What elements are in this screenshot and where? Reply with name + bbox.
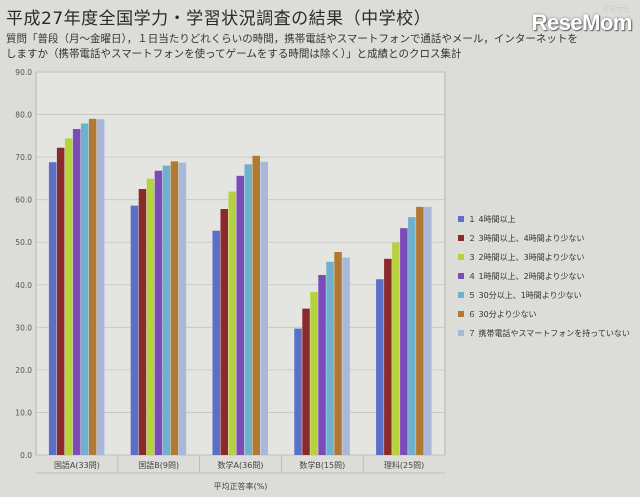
bar: [392, 242, 400, 455]
resemom-logo: ReseMom: [531, 10, 633, 35]
bar: [228, 191, 236, 455]
legend-label: ７ 携帯電話やスマートフォンを持っていない: [468, 328, 630, 338]
bar: [146, 178, 155, 455]
bar: [138, 189, 147, 455]
bar: [244, 164, 252, 455]
question-line-2: しますか（携帯電話やスマートフォンを使ってゲームをする時間は除く）」と成績とのク…: [6, 48, 462, 60]
bar: [310, 292, 318, 455]
bar: [376, 279, 384, 455]
legend-swatch: [458, 311, 464, 317]
page-title: 平成27年度全国学力・学習状況調査の結果（中学校）: [6, 9, 432, 29]
y-tick-label: 50.0: [15, 238, 32, 247]
y-tick-label: 90.0: [15, 68, 32, 77]
legend-label: ２ 3時間以上、4時間より少ない: [468, 234, 585, 243]
bar: [326, 261, 334, 455]
x-tick-label: 数学B(15問): [299, 460, 345, 470]
x-tick-label: 国語A(33問): [54, 460, 100, 470]
bar: [260, 161, 268, 455]
legend-swatch: [458, 235, 464, 241]
x-tick-label: 数学A(36問): [218, 460, 264, 470]
question-line-1: 質問「普段（月～金曜日），１日当たりどれくらいの時間，携帯電話やスマートフォンで…: [6, 33, 578, 45]
x-tick-label: 理科(25問): [384, 460, 424, 470]
y-tick-label: 70.0: [15, 153, 32, 162]
bar: [162, 165, 171, 455]
bar: [96, 119, 105, 455]
legend-label: １ 4時間以上: [468, 215, 516, 224]
bar: [64, 138, 73, 456]
legend-label: ６ 30分より少ない: [468, 310, 537, 319]
bar: [212, 230, 220, 455]
bar: [154, 170, 163, 455]
x-axis-label: 平均正答率(%): [214, 481, 268, 491]
legend-swatch: [458, 273, 464, 279]
y-tick-label: 40.0: [15, 281, 32, 290]
bar: [130, 205, 139, 455]
bar: [384, 258, 392, 455]
bar: [178, 162, 187, 456]
bar: [334, 252, 342, 455]
bar: [80, 123, 89, 456]
bar: [88, 118, 97, 456]
bar: [408, 217, 416, 455]
legend-label: ３ 2時間以上、3時間より少ない: [468, 253, 585, 262]
bar: [400, 228, 408, 455]
bar: [342, 257, 350, 455]
bar: [416, 206, 424, 455]
y-tick-label: 30.0: [15, 323, 32, 332]
legend-swatch: [458, 292, 464, 298]
bar: [56, 147, 65, 455]
y-tick-label: 20.0: [15, 366, 32, 375]
legend-label: ４ 1時間以上、2時間より少ない: [468, 272, 585, 281]
y-tick-label: 60.0: [15, 196, 32, 205]
bar: [170, 161, 179, 455]
y-tick-label: 10.0: [15, 408, 32, 417]
bar: [252, 155, 260, 455]
bar: [48, 162, 57, 455]
legend-swatch: [458, 330, 464, 336]
bar: [318, 274, 326, 455]
y-tick-label: 0.0: [20, 451, 32, 460]
x-tick-label: 国語B(9問): [138, 460, 179, 470]
bar: [220, 209, 228, 455]
legend-swatch: [458, 254, 464, 260]
bar: [302, 308, 310, 455]
bar: [72, 129, 81, 455]
bar: [424, 206, 432, 455]
legend-swatch: [458, 216, 464, 222]
legend-label: ５ 30分以上、1時間より少ない: [468, 291, 582, 300]
bar: [236, 175, 244, 455]
bar: [294, 328, 302, 455]
question-text: 質問「普段（月～金曜日），１日当たりどれくらいの時間，携帯電話やスマートフォンで…: [6, 32, 578, 62]
y-tick-label: 80.0: [15, 111, 32, 120]
logo-subtitle: リセマム: [602, 5, 630, 13]
